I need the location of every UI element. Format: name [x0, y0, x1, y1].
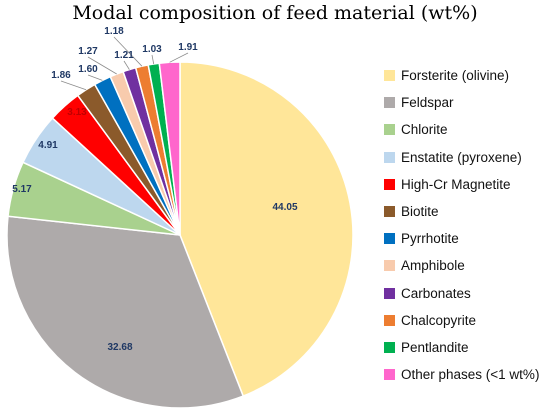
data-label-pyrrhotite: 1.60 — [78, 64, 98, 75]
pie-slice-feldspar — [6, 215, 245, 409]
legend-swatch — [384, 260, 395, 272]
legend-label: Amphibole — [401, 258, 465, 274]
legend-swatch — [384, 151, 395, 163]
legend-label: Pentlandite — [401, 339, 469, 355]
data-label-other-phases-1-wt: 1.91 — [178, 42, 198, 53]
legend-label: Pyrrhotite — [401, 231, 459, 247]
chart-title: Modal composition of feed material (wt%) — [72, 2, 478, 24]
legend-swatch — [384, 70, 395, 82]
legend-label: Enstatite (pyroxene) — [401, 149, 522, 165]
legend-item-chlorite: Chlorite — [384, 116, 539, 143]
legend-swatch — [384, 178, 395, 190]
legend-item-pentlandite: Pentlandite — [384, 334, 539, 361]
data-label-amphibole: 1.27 — [78, 46, 98, 57]
legend-swatch — [384, 97, 395, 109]
legend-swatch — [384, 287, 395, 299]
legend-label: Carbonates — [401, 285, 471, 301]
data-label-chlorite: 5.17 — [12, 184, 32, 195]
leader-line-chalcopyrite — [113, 36, 143, 67]
data-label-feldspar: 32.68 — [107, 342, 132, 353]
legend: Forsterite (olivine) Feldspar Chlorite Enst… — [384, 62, 539, 388]
pie-slice-forsterite-olivine — [179, 61, 354, 398]
legend-swatch — [384, 314, 395, 326]
data-label-enstatite-pyroxene: 4.91 — [38, 140, 58, 151]
legend-label: Feldspar — [401, 95, 454, 111]
data-label-pentlandite: 1.03 — [142, 44, 162, 55]
legend-swatch — [384, 369, 395, 381]
leader-line-pyrrhotite — [87, 74, 103, 81]
legend-item-other-phases-1-wt: Other phases (<1 wt%) — [384, 361, 539, 388]
legend-item-pyrrhotite: Pyrrhotite — [384, 225, 539, 252]
legend-item-high-cr-magnetite: High-Cr Magnetite — [384, 171, 539, 198]
legend-item-biotite: Biotite — [384, 198, 539, 225]
legend-label: Chlorite — [401, 122, 448, 138]
data-label-forsterite-olivine: 44.05 — [272, 202, 297, 213]
leader-line-pentlandite — [151, 54, 155, 65]
data-label-carbonates: 1.21 — [114, 50, 134, 61]
legend-swatch — [384, 341, 395, 353]
legend-item-carbonates: Carbonates — [384, 280, 539, 307]
legend-label: High-Cr Magnetite — [401, 176, 511, 192]
legend-label: Chalcopyrite — [401, 312, 477, 328]
leader-line-carbonates — [123, 60, 130, 70]
legend-item-amphibole: Amphibole — [384, 252, 539, 279]
legend-item-enstatite-pyroxene: Enstatite (pyroxene) — [384, 144, 539, 171]
legend-item-feldspar: Feldspar — [384, 89, 539, 116]
leader-line-biotite — [60, 80, 87, 91]
legend-swatch — [384, 206, 395, 218]
leader-line-other-phases-1-wt — [169, 52, 189, 63]
legend-swatch — [384, 124, 395, 136]
legend-label: Forsterite (olivine) — [401, 68, 510, 84]
data-label-chalcopyrite: 1.18 — [104, 26, 124, 37]
legend-swatch — [384, 233, 395, 245]
data-label-high-cr-magnetite: 3.13 — [67, 107, 87, 118]
data-label-biotite: 1.86 — [51, 70, 71, 81]
legend-label: Other phases (<1 wt%) — [401, 367, 540, 383]
leader-line-amphibole — [87, 56, 117, 75]
legend-item-forsterite-olivine: Forsterite (olivine) — [384, 62, 539, 89]
legend-item-chalcopyrite: Chalcopyrite — [384, 307, 539, 334]
legend-label: Biotite — [401, 204, 439, 220]
